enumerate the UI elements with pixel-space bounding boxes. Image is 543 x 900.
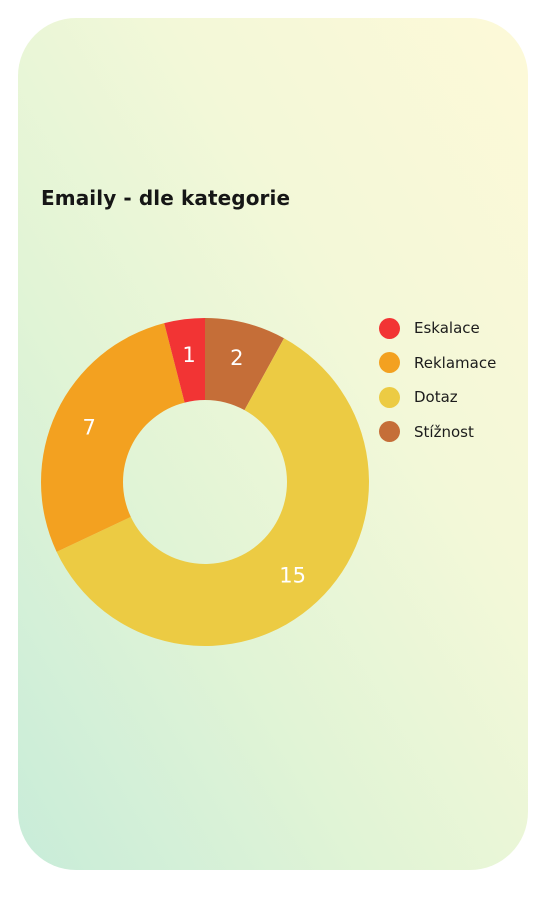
data-label-stiznost: 2 (230, 346, 243, 370)
data-label-dotaz: 15 (279, 563, 306, 587)
data-label-reklamace: 7 (83, 416, 96, 440)
legend-swatch (379, 317, 400, 339)
legend-label: Reklamace (414, 353, 497, 372)
legend-item-reklamace[interactable]: Reklamace (379, 352, 496, 374)
legend-swatch (379, 421, 400, 442)
legend-label: Stížnost (414, 422, 474, 441)
slice-eskalace[interactable] (164, 318, 205, 403)
donut-data-labels: 2 15 7 1 (83, 343, 306, 587)
legend-item-dotaz[interactable]: Dotaz (379, 386, 496, 408)
donut-chart: 2 15 7 1 (40, 318, 370, 647)
chart-title: Emaily - dle kategorie (41, 186, 291, 210)
legend-swatch (379, 352, 400, 373)
legend-label: Dotaz (414, 388, 458, 406)
slice-dotaz[interactable] (56, 338, 370, 647)
slice-reklamace[interactable] (40, 323, 185, 552)
legend-item-stiznost[interactable]: Stížnost (379, 421, 496, 443)
donut-slices (40, 318, 370, 647)
slice-stiznost[interactable] (205, 318, 285, 411)
legend-swatch (379, 386, 400, 408)
legend-item-eskalace[interactable]: Eskalace (379, 317, 496, 339)
chart-legend: Eskalace Reklamace Dotaz Stížnost (379, 317, 496, 455)
chart-card: Emaily - dle kategorie 2 15 7 1 Eskalace Rek… (18, 18, 528, 870)
legend-label: Eskalace (414, 319, 480, 337)
data-label-eskalace: 1 (182, 343, 195, 367)
